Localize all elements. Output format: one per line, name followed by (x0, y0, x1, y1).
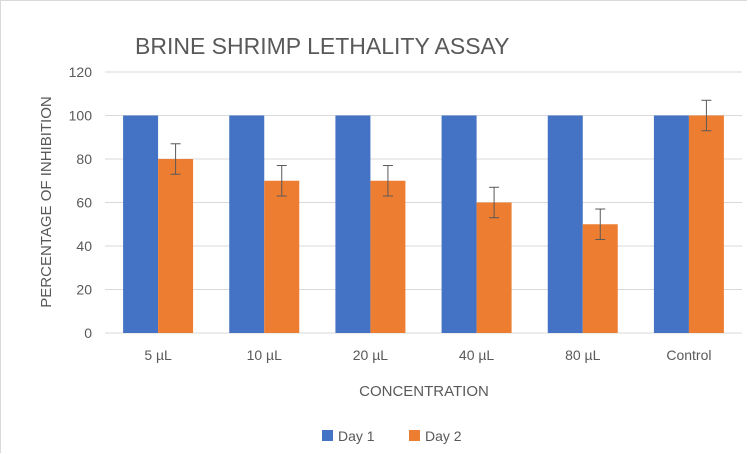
bar-day-2 (158, 159, 194, 333)
bar-day-1 (653, 115, 689, 333)
y-tick-label: 0 (84, 325, 92, 341)
legend: Day 1 Day 2 (322, 428, 462, 444)
bar-day-1 (229, 115, 265, 333)
x-tick-label: 80 µL (565, 347, 601, 363)
x-tick-labels: 5 µL 10 µL 20 µL 40 µL 80 µL Control (144, 347, 711, 363)
error-bar (595, 208, 606, 240)
x-tick-label: Control (666, 347, 711, 363)
legend-label: Day 2 (425, 428, 462, 444)
error-bar (276, 165, 287, 197)
y-tick-label: 60 (76, 195, 92, 211)
bar-day-2 (582, 224, 618, 333)
bar-day-2 (370, 180, 406, 333)
legend-swatch (409, 430, 420, 441)
bar-day-1 (123, 115, 159, 333)
bar-day-2 (264, 180, 300, 333)
bar-day-2 (476, 202, 512, 333)
error-bar (170, 143, 181, 175)
error-bars (170, 99, 712, 240)
legend-item: Day 2 (409, 428, 462, 444)
error-bar (489, 186, 500, 219)
x-tick-label: 20 µL (353, 347, 389, 363)
gridlines (105, 71, 742, 334)
bars (123, 115, 724, 333)
x-tick-label: 10 µL (247, 347, 283, 363)
legend-item: Day 1 (322, 428, 375, 444)
legend-label: Day 1 (338, 428, 375, 444)
bar-day-2 (688, 115, 724, 333)
y-tick-labels: 0 20 40 60 80 100 120 (69, 64, 93, 341)
bar-day-1 (441, 115, 477, 333)
x-tick-label: 40 µL (459, 347, 495, 363)
y-tick-label: 40 (76, 238, 92, 254)
y-axis-label: PERCENTAGE OF INHIBITION (38, 96, 55, 307)
chart-title: BRINE SHRIMP LETHALITY ASSAY (135, 33, 510, 59)
x-tick-label: 5 µL (144, 347, 172, 363)
x-axis-label: CONCENTRATION (359, 383, 489, 400)
error-bar (382, 165, 393, 197)
y-tick-label: 120 (69, 64, 93, 80)
y-tick-label: 20 (76, 282, 92, 298)
legend-swatch (322, 430, 333, 441)
bar-day-1 (335, 115, 371, 333)
y-tick-label: 80 (76, 151, 92, 167)
y-tick-label: 100 (69, 108, 93, 124)
bar-day-1 (547, 115, 583, 333)
error-bar (701, 99, 712, 132)
